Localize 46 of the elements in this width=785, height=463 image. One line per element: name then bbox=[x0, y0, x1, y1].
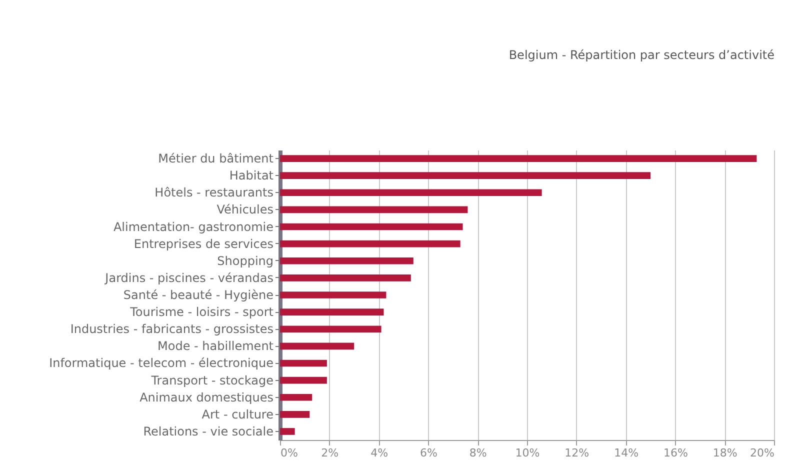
y-tick-label: Jardins - piscines - vérandas bbox=[104, 270, 274, 285]
bar bbox=[280, 223, 463, 230]
y-tick-label: Shopping bbox=[217, 254, 274, 268]
y-tick-label: Industries - fabricants - grossistes bbox=[70, 322, 274, 336]
x-tick-label: 12% bbox=[564, 446, 590, 460]
y-tick-label: Mode - habillement bbox=[158, 339, 274, 354]
x-tick-label: 14% bbox=[614, 446, 639, 460]
bar bbox=[280, 240, 460, 248]
x-tick-label: 10% bbox=[515, 446, 540, 460]
x-tick-label: 4% bbox=[370, 446, 388, 460]
y-tick-label: Animaux domestiques bbox=[140, 390, 274, 404]
y-tick-label: Informatique - telecom - électronique bbox=[49, 356, 274, 370]
bar bbox=[280, 292, 386, 298]
x-tick-label: 16% bbox=[663, 446, 688, 460]
chart-title: Belgium - Répartition par secteurs d’activité bbox=[508, 48, 774, 62]
y-tick-label: Transport - stockage bbox=[150, 373, 274, 388]
bar bbox=[280, 411, 310, 418]
bar bbox=[280, 274, 411, 282]
bar bbox=[280, 428, 295, 435]
bar bbox=[280, 308, 384, 316]
x-tick-label: 6% bbox=[420, 446, 438, 460]
y-tick-label: Métier du bâtiment bbox=[158, 152, 274, 166]
x-tick-label: 18% bbox=[712, 446, 738, 460]
bar bbox=[280, 326, 382, 333]
bar bbox=[280, 394, 312, 401]
x-tick-label: 20% bbox=[750, 446, 774, 460]
bar bbox=[280, 342, 354, 350]
y-tick-label: Hôtels - restaurants bbox=[154, 186, 274, 200]
bar bbox=[280, 376, 327, 384]
y-tick-label: Véhicules bbox=[216, 202, 274, 217]
y-tick-label: Relations - vie sociale bbox=[143, 424, 274, 438]
bar bbox=[280, 189, 542, 196]
y-tick-label: Santé - beauté - Hygiène bbox=[123, 288, 274, 302]
x-tick-label: 8% bbox=[469, 446, 487, 460]
bar bbox=[280, 206, 468, 214]
y-tick-label: Habitat bbox=[229, 168, 274, 183]
y-tick-label: Art - culture bbox=[202, 407, 274, 422]
bar bbox=[280, 360, 327, 367]
bar bbox=[280, 257, 414, 264]
x-tick-label: 0% bbox=[280, 446, 298, 460]
bar bbox=[280, 155, 757, 162]
y-tick-label: Alimentation- gastronomie bbox=[113, 220, 274, 234]
y-tick-label: Entreprises de services bbox=[134, 236, 274, 251]
y-tick-label: Tourisme - loisirs - sport bbox=[129, 305, 274, 320]
x-tick-label: 2% bbox=[321, 446, 339, 460]
bar bbox=[280, 172, 650, 179]
